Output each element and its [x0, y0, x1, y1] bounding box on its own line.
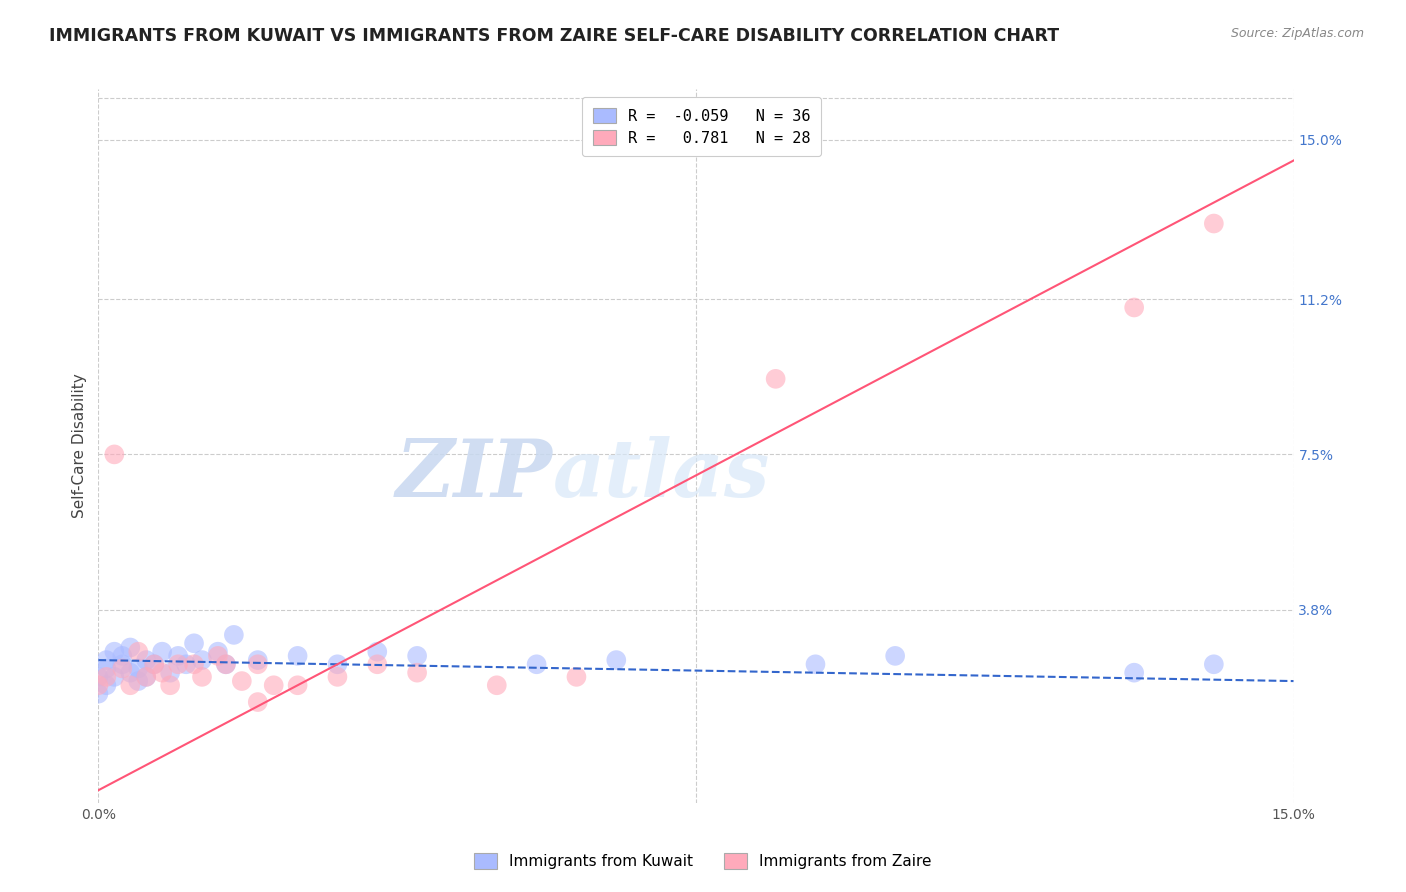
Point	[135, 653, 157, 667]
Point	[222, 628, 245, 642]
Point	[765, 372, 787, 386]
Point	[231, 674, 253, 689]
Point	[485, 678, 508, 692]
Text: Source: ZipAtlas.com: Source: ZipAtlas.com	[1230, 27, 1364, 40]
Point	[207, 648, 229, 663]
Point	[1123, 301, 1146, 315]
Point	[87, 678, 110, 692]
Point	[366, 645, 388, 659]
Point	[159, 665, 181, 680]
Point	[150, 645, 173, 659]
Point	[87, 670, 110, 684]
Point	[127, 645, 149, 659]
Point	[96, 653, 118, 667]
Point	[167, 657, 190, 672]
Point	[246, 653, 269, 667]
Point	[191, 670, 214, 684]
Point	[215, 657, 238, 672]
Point	[326, 657, 349, 672]
Point	[287, 648, 309, 663]
Point	[1202, 657, 1225, 672]
Point	[526, 657, 548, 672]
Point	[103, 670, 125, 684]
Point	[167, 648, 190, 663]
Point	[191, 653, 214, 667]
Point	[96, 661, 118, 675]
Point	[215, 657, 238, 672]
Point	[287, 678, 309, 692]
Point	[1202, 217, 1225, 231]
Point	[150, 665, 173, 680]
Legend: R =  -0.059   N = 36, R =   0.781   N = 28: R = -0.059 N = 36, R = 0.781 N = 28	[582, 97, 821, 156]
Point	[120, 678, 142, 692]
Point	[120, 665, 142, 680]
Point	[127, 674, 149, 689]
Point	[111, 661, 134, 675]
Point	[565, 670, 588, 684]
Point	[103, 447, 125, 461]
Point	[183, 636, 205, 650]
Legend: Immigrants from Kuwait, Immigrants from Zaire: Immigrants from Kuwait, Immigrants from …	[468, 847, 938, 875]
Point	[366, 657, 388, 672]
Y-axis label: Self-Care Disability: Self-Care Disability	[72, 374, 87, 518]
Point	[87, 687, 110, 701]
Point	[127, 661, 149, 675]
Point	[263, 678, 285, 692]
Point	[111, 657, 134, 672]
Point	[135, 670, 157, 684]
Point	[96, 670, 118, 684]
Point	[111, 648, 134, 663]
Text: IMMIGRANTS FROM KUWAIT VS IMMIGRANTS FROM ZAIRE SELF-CARE DISABILITY CORRELATION: IMMIGRANTS FROM KUWAIT VS IMMIGRANTS FRO…	[49, 27, 1059, 45]
Point	[159, 678, 181, 692]
Point	[120, 640, 142, 655]
Point	[143, 657, 166, 672]
Point	[174, 657, 197, 672]
Point	[406, 648, 429, 663]
Point	[406, 665, 429, 680]
Point	[246, 657, 269, 672]
Point	[96, 678, 118, 692]
Point	[804, 657, 827, 672]
Point	[143, 657, 166, 672]
Point	[605, 653, 627, 667]
Point	[183, 657, 205, 672]
Point	[103, 645, 125, 659]
Point	[246, 695, 269, 709]
Text: ZIP: ZIP	[395, 436, 553, 513]
Point	[207, 645, 229, 659]
Point	[135, 670, 157, 684]
Point	[326, 670, 349, 684]
Point	[884, 648, 907, 663]
Text: atlas: atlas	[553, 436, 770, 513]
Point	[1123, 665, 1146, 680]
